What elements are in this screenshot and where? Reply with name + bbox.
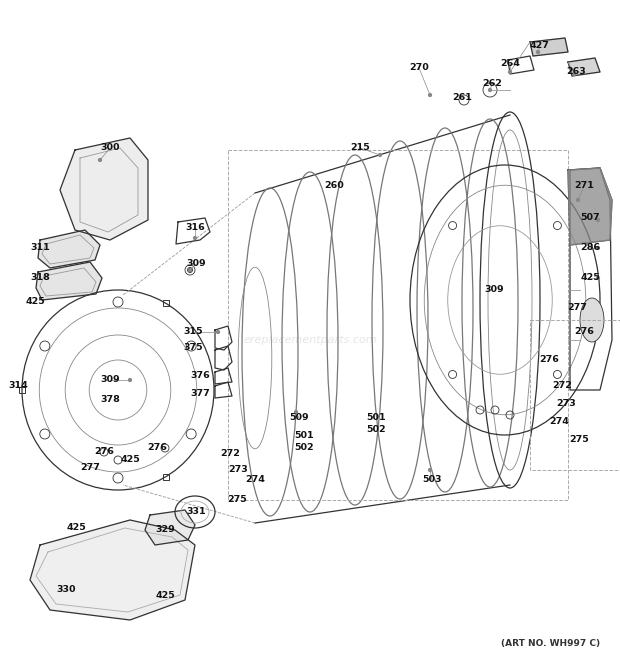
Text: 507: 507 <box>580 213 600 222</box>
Text: 318: 318 <box>30 273 50 282</box>
Polygon shape <box>60 138 148 240</box>
Text: 311: 311 <box>30 242 50 251</box>
Text: 425: 425 <box>580 273 600 282</box>
Text: 425: 425 <box>120 455 140 465</box>
Circle shape <box>99 158 102 162</box>
Polygon shape <box>568 168 612 245</box>
Text: 274: 274 <box>549 418 569 426</box>
Text: 262: 262 <box>482 79 502 88</box>
Text: 425: 425 <box>155 591 175 601</box>
Text: 329: 329 <box>155 525 175 535</box>
Text: 272: 272 <box>552 381 572 389</box>
Ellipse shape <box>580 298 604 342</box>
Text: 502: 502 <box>366 426 386 434</box>
Circle shape <box>596 277 600 279</box>
Circle shape <box>572 73 575 75</box>
Text: 425: 425 <box>25 298 45 306</box>
Text: 273: 273 <box>228 465 248 475</box>
Text: 300: 300 <box>100 143 120 152</box>
Circle shape <box>128 378 131 381</box>
Circle shape <box>577 199 580 201</box>
Text: 309: 309 <box>484 286 504 294</box>
Text: 330: 330 <box>56 585 76 595</box>
Text: 270: 270 <box>409 63 429 73</box>
Text: 276: 276 <box>94 447 114 457</box>
Text: 261: 261 <box>452 94 472 102</box>
Text: 263: 263 <box>566 67 586 77</box>
Text: 276: 276 <box>539 356 559 364</box>
Text: 315: 315 <box>183 327 203 337</box>
Polygon shape <box>30 520 195 620</box>
Text: 215: 215 <box>350 143 370 152</box>
Text: 309: 309 <box>186 259 206 269</box>
Text: (ART NO. WH997 C): (ART NO. WH997 C) <box>501 639 600 648</box>
Text: 260: 260 <box>324 182 344 191</box>
Text: 276: 276 <box>147 444 167 453</box>
Circle shape <box>188 269 192 271</box>
Text: 274: 274 <box>245 475 265 484</box>
Polygon shape <box>36 262 102 300</box>
Text: 502: 502 <box>294 444 314 453</box>
Circle shape <box>596 246 600 249</box>
Circle shape <box>428 94 432 96</box>
Circle shape <box>489 88 492 92</box>
Text: 503: 503 <box>422 475 441 484</box>
Circle shape <box>428 469 432 471</box>
Polygon shape <box>145 510 195 545</box>
Text: 425: 425 <box>66 523 86 533</box>
Text: 316: 316 <box>185 224 205 232</box>
Text: 509: 509 <box>289 414 309 422</box>
Circle shape <box>536 51 539 53</box>
Text: 275: 275 <box>227 496 247 504</box>
Text: 272: 272 <box>220 449 240 459</box>
Circle shape <box>508 71 512 73</box>
Text: 309: 309 <box>100 376 120 385</box>
Text: 276: 276 <box>574 327 594 337</box>
Text: 271: 271 <box>574 182 594 191</box>
Text: 501: 501 <box>294 432 314 440</box>
Text: 375: 375 <box>183 343 203 352</box>
Text: 427: 427 <box>530 42 550 51</box>
Polygon shape <box>530 38 568 56</box>
Circle shape <box>378 154 381 156</box>
Text: 501: 501 <box>366 414 386 422</box>
Text: 378: 378 <box>100 395 120 405</box>
Text: 314: 314 <box>8 381 28 391</box>
Text: 331: 331 <box>186 508 206 517</box>
Polygon shape <box>568 58 600 76</box>
Circle shape <box>187 267 192 273</box>
Text: 376: 376 <box>190 372 210 381</box>
Circle shape <box>294 411 298 414</box>
Text: 275: 275 <box>569 436 589 444</box>
Circle shape <box>216 331 219 333</box>
Text: ereplacementparts.com: ereplacementparts.com <box>243 335 377 345</box>
Text: 277: 277 <box>567 304 587 312</box>
Text: 286: 286 <box>580 244 600 253</box>
Polygon shape <box>38 230 100 268</box>
Text: 377: 377 <box>190 389 210 399</box>
Text: 264: 264 <box>500 59 520 69</box>
Circle shape <box>193 236 197 240</box>
Circle shape <box>596 218 600 222</box>
Text: 273: 273 <box>556 399 576 409</box>
Text: 277: 277 <box>80 463 100 473</box>
